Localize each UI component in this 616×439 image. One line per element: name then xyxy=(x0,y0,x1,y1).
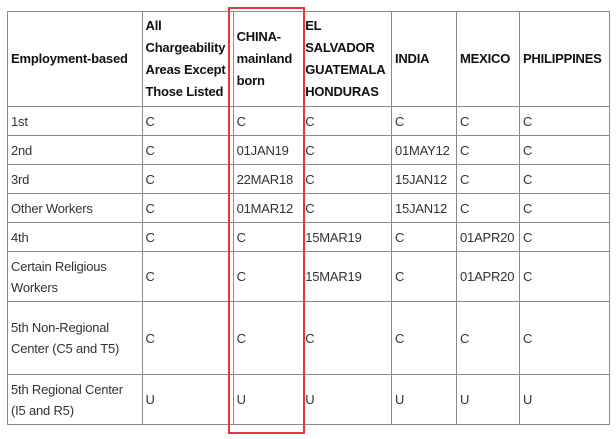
table-cell: U xyxy=(141,374,234,425)
table-cell: 1st xyxy=(7,106,143,136)
table-row: 5th Non-Regional Center (C5 and T5) C C C C C… xyxy=(7,301,611,375)
table-cell: C xyxy=(390,301,458,375)
table-cell: C xyxy=(304,193,392,223)
table-row: 2nd C 01JAN19 C 01MAY12 C C xyxy=(7,135,611,165)
header-cell: MEXICO xyxy=(456,11,520,107)
table-cell: 22MAR18 xyxy=(232,164,306,194)
table-cell: 3rd xyxy=(7,164,143,194)
header-cell: All Chargeability Areas Except Those Lis… xyxy=(141,11,234,107)
table-cell: C xyxy=(232,106,306,136)
table-cell: C xyxy=(232,251,306,302)
table-row: Other Workers C 01MAR12 C 15JAN12 C C xyxy=(7,193,611,223)
table-row: 3rd C 22MAR18 C 15JAN12 C C xyxy=(7,164,611,194)
table-cell: C xyxy=(518,164,611,194)
table-cell: 15MAR19 xyxy=(304,222,392,252)
table-cell: 4th xyxy=(7,222,143,252)
table-cell: C xyxy=(304,106,392,136)
table-cell: C xyxy=(390,106,458,136)
table-cell: C xyxy=(518,222,611,252)
table-cell: C xyxy=(304,301,392,375)
header-cell: EL SALVADOR GUATEMALA HONDURAS xyxy=(304,11,392,107)
table-cell: C xyxy=(518,135,611,165)
table-cell: 01APR20 xyxy=(456,222,520,252)
table-cell: C xyxy=(456,301,520,375)
table-cell: U xyxy=(518,374,611,425)
table-cell: 01MAY12 xyxy=(390,135,458,165)
table-cell: 5th Non-Regional Center (C5 and T5) xyxy=(7,301,143,375)
table-cell: U xyxy=(390,374,458,425)
table-row: 4th C C 15MAR19 C 01APR20 C xyxy=(7,222,611,252)
header-row: Employment-based All Chargeability Areas… xyxy=(7,11,611,107)
table-cell: Certain Religious Workers xyxy=(7,251,143,302)
table-cell: C xyxy=(456,106,520,136)
header-cell: INDIA xyxy=(390,11,458,107)
table-cell: 01MAR12 xyxy=(232,193,306,223)
table-cell: C xyxy=(518,193,611,223)
table-cell: C xyxy=(232,301,306,375)
table-cell: C xyxy=(141,251,234,302)
table-cell: C xyxy=(456,135,520,165)
table-cell: C xyxy=(141,222,234,252)
table-cell: 15MAR19 xyxy=(304,251,392,302)
table-cell: C xyxy=(141,301,234,375)
table-cell: C xyxy=(141,106,234,136)
table-cell: C xyxy=(390,222,458,252)
table-cell: 01APR20 xyxy=(456,251,520,302)
table-cell: C xyxy=(141,193,234,223)
table-cell: C xyxy=(456,193,520,223)
table-cell: 15JAN12 xyxy=(390,164,458,194)
table-cell: U xyxy=(456,374,520,425)
header-cell: CHINA-mainland born xyxy=(232,11,306,107)
table-cell: 01JAN19 xyxy=(232,135,306,165)
table-cell: Other Workers xyxy=(7,193,143,223)
table-cell: U xyxy=(232,374,306,425)
visa-bulletin-table: Employment-based All Chargeability Areas… xyxy=(7,11,611,425)
table-cell: 2nd xyxy=(7,135,143,165)
table-cell: U xyxy=(304,374,392,425)
table-cell: C xyxy=(456,164,520,194)
table-cell: C xyxy=(390,251,458,302)
table-cell: C xyxy=(232,222,306,252)
table-cell: C xyxy=(518,301,611,375)
table-cell: C xyxy=(141,164,234,194)
table-cell: C xyxy=(304,135,392,165)
table-cell: C xyxy=(304,164,392,194)
table-cell: 15JAN12 xyxy=(390,193,458,223)
table-row: 1st C C C C C C xyxy=(7,106,611,136)
table-cell: C xyxy=(518,251,611,302)
header-cell: PHILIPPINES xyxy=(518,11,611,107)
table-row: Certain Religious Workers C C 15MAR19 C 01APR… xyxy=(7,251,611,302)
table-row: 5th Regional Center (I5 and R5) U U U U U U xyxy=(7,374,611,425)
table-cell: C xyxy=(141,135,234,165)
table-cell: 5th Regional Center (I5 and R5) xyxy=(7,374,143,425)
header-cell: Employment-based xyxy=(7,11,143,107)
table-cell: C xyxy=(518,106,611,136)
